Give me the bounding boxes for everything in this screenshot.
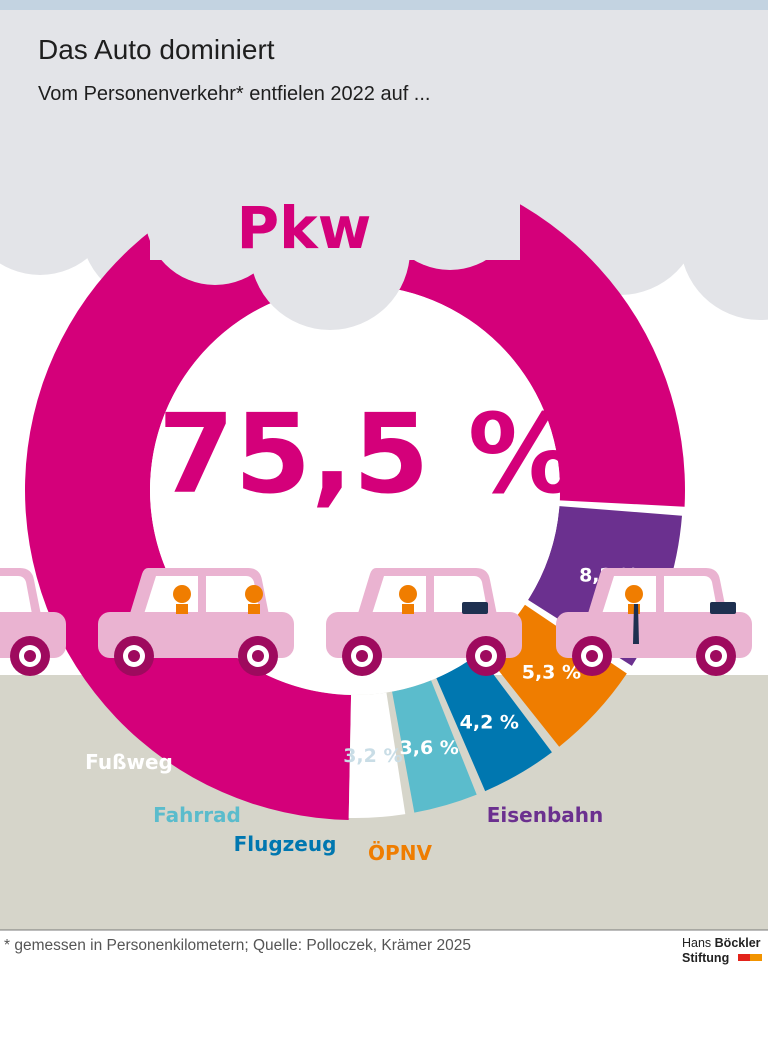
category-label-flugzeug: Flugzeug bbox=[234, 832, 337, 856]
tie-icon bbox=[633, 604, 639, 644]
cars-row bbox=[0, 568, 752, 676]
briefcase-icon bbox=[462, 602, 488, 614]
page-subtitle: Vom Personenverkehr* entfielen 2022 auf … bbox=[38, 83, 431, 105]
logo-flag-icon bbox=[738, 954, 762, 961]
value-label-fahrrad: 3,6 % bbox=[400, 737, 459, 759]
value-label--pnv: 5,3 % bbox=[522, 662, 581, 684]
category-label--pnv: ÖPNV bbox=[368, 841, 432, 865]
car-3 bbox=[556, 568, 752, 676]
pie-slice-fahrrad bbox=[392, 680, 477, 813]
hans-boeckler-logo: Hans Böckler Stiftung bbox=[682, 936, 762, 966]
value-label-flugzeug: 4,2 % bbox=[460, 711, 519, 733]
value-label-fu-weg: 3,2 % bbox=[343, 745, 402, 767]
passenger-icon bbox=[173, 585, 191, 603]
category-label-fahrrad: Fahrrad bbox=[153, 803, 241, 827]
cloud-foreground bbox=[145, 130, 520, 330]
source-footnote: * gemessen in Personenkilometern; Quelle… bbox=[4, 937, 471, 954]
briefcase-icon bbox=[710, 602, 736, 614]
car-2 bbox=[326, 568, 522, 676]
passenger-icon bbox=[399, 585, 417, 603]
logo-text-hans: Hans bbox=[682, 936, 715, 950]
logo-text-stiftung: Stiftung bbox=[682, 951, 730, 965]
category-label-fu-weg: Fußweg bbox=[85, 750, 173, 774]
page-title: Das Auto dominiert bbox=[38, 34, 275, 65]
passenger-icon bbox=[625, 585, 643, 603]
logo-text-boeckler: Böckler bbox=[714, 936, 761, 950]
value-label-pkw: 75,5 % bbox=[158, 390, 578, 518]
category-label-pkw: Pkw bbox=[237, 194, 372, 262]
car-1 bbox=[98, 568, 294, 676]
pie-slice-fu-weg bbox=[348, 692, 406, 818]
car-left-partial bbox=[0, 568, 66, 676]
category-label-eisenbahn: Eisenbahn bbox=[487, 803, 604, 827]
pie-slice-flugzeug bbox=[436, 653, 552, 792]
passenger-icon bbox=[245, 585, 263, 603]
